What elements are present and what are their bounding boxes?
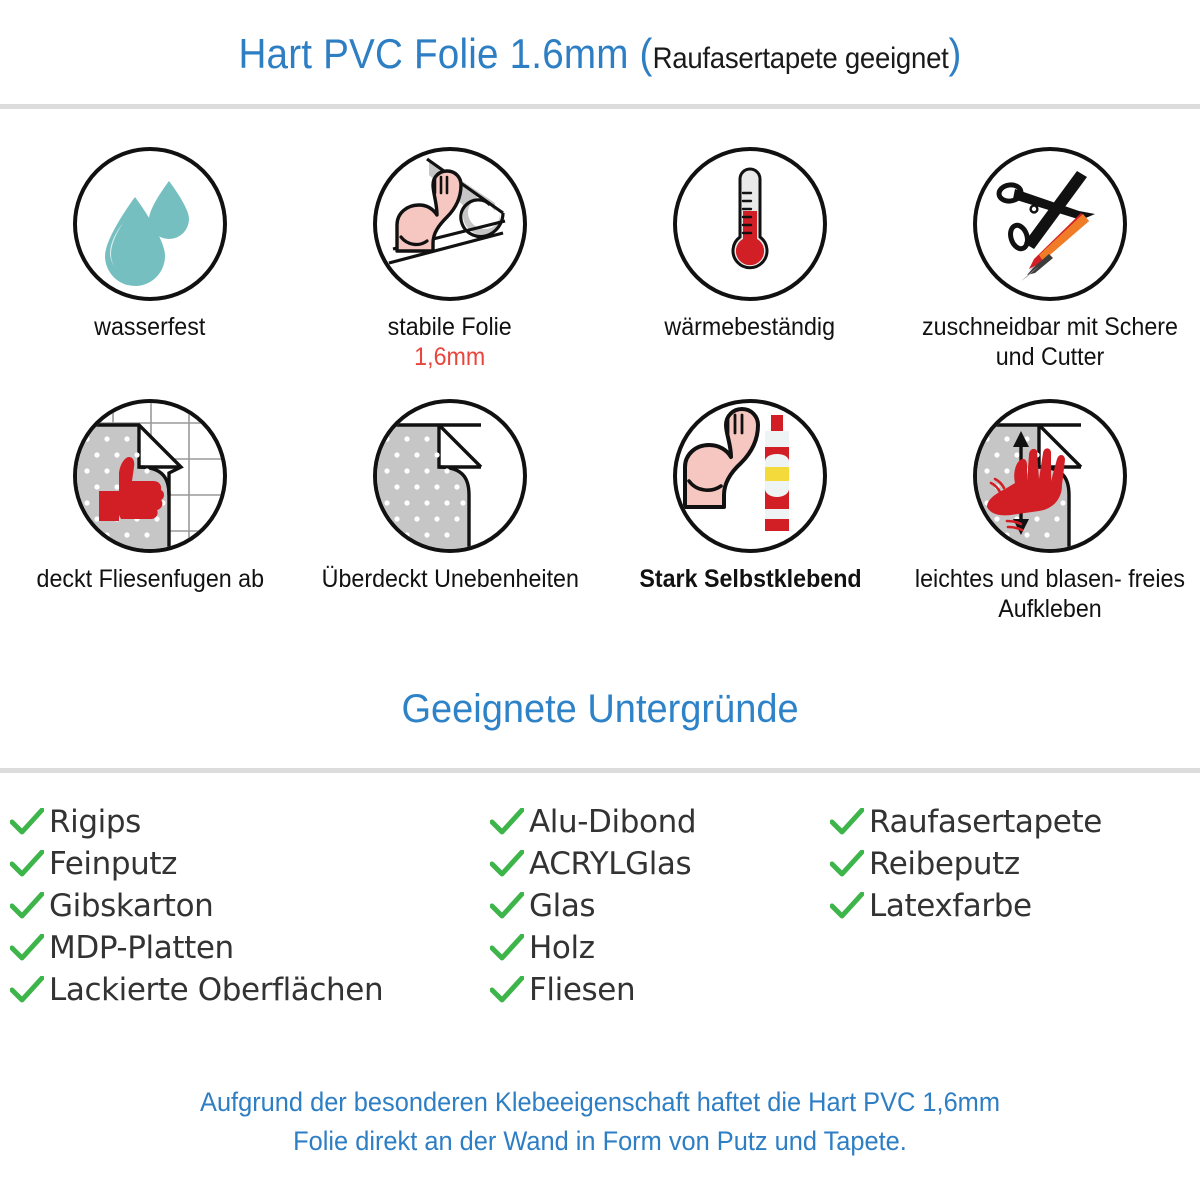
check-icon — [5, 976, 49, 1004]
check-icon — [825, 892, 869, 920]
section-title: Geeignete Untergründe — [401, 687, 799, 731]
list-item-label: Alu-Dibond — [529, 804, 697, 840]
strong-arm-glue-icon — [673, 399, 827, 553]
list-item: Holz — [485, 927, 825, 969]
check-icon — [485, 892, 529, 920]
list-item: Raufasertapete — [825, 801, 1200, 843]
check-icon — [5, 850, 49, 878]
title-paren-open: ( — [639, 30, 653, 77]
list-item-label: Rigips — [49, 804, 141, 840]
check-icon — [485, 976, 529, 1004]
title-paren-close: ) — [948, 30, 962, 77]
list-item: Alu-Dibond — [485, 801, 825, 843]
list-item: MDP-Platten — [5, 927, 485, 969]
thumbs-up-tile-icon — [73, 399, 227, 553]
feature-cell-stabile-folie: stabile Folie 1,6mm — [300, 147, 600, 399]
check-icon — [5, 892, 49, 920]
divider-top — [0, 104, 1200, 109]
title-sub-text: Raufasertapete geeignet — [652, 42, 949, 75]
check-icon — [485, 934, 529, 962]
page-title: Hart PVC Folie 1.6mm (Raufasertapete gee… — [238, 30, 961, 78]
check-icon — [5, 808, 49, 836]
list-item: Reibeputz — [825, 843, 1200, 885]
film-covering-icon — [373, 399, 527, 553]
check-icon — [825, 850, 869, 878]
list-item: Latexfarbe — [825, 885, 1200, 927]
list-item-label: Holz — [529, 930, 595, 966]
feature-label-text: stabile Folie — [387, 313, 513, 341]
feature-cell-aufkleben: leichtes und blasen- freies Aufkleben — [900, 399, 1200, 651]
checklist-column-1: Rigips Feinputz Gibskarton MDP-Platten — [5, 801, 485, 1011]
suitable-surfaces-checklist: Rigips Feinputz Gibskarton MDP-Platten — [0, 773, 1200, 1011]
feature-cell-unebenheiten: Überdeckt Unebenheiten — [300, 399, 600, 651]
feature-label-zuschneidbar: zuschneidbar mit Schere und Cutter — [911, 313, 1190, 372]
checklist-column-2: Alu-Dibond ACRYLGlas Glas Holz — [485, 801, 825, 1011]
list-item-label: Glas — [529, 888, 596, 924]
feature-label-waermebestaendig: wärmebeständig — [665, 313, 836, 343]
list-item: ACRYLGlas — [485, 843, 825, 885]
check-icon — [5, 934, 49, 962]
list-item-label: Reibeputz — [869, 846, 1020, 882]
feature-label-selbstklebend: Stark Selbstklebend — [639, 565, 861, 595]
feature-icon-grid: wasserfest — [0, 109, 1200, 651]
feature-sublabel-thickness: 1,6mm — [414, 342, 486, 371]
list-item: Gibskarton — [5, 885, 485, 927]
footer-note: Aufgrund der besonderen Klebeeigenschaft… — [36, 1083, 1164, 1160]
list-item-label: Feinputz — [49, 846, 178, 882]
list-item: Glas — [485, 885, 825, 927]
list-item-label: Raufasertapete — [869, 804, 1102, 840]
feature-label-fliesenfugen: deckt Fliesenfugen ab — [36, 565, 263, 595]
strong-arm-film-icon — [373, 147, 527, 301]
list-item-label: Fliesen — [529, 972, 636, 1008]
list-item-label: Latexfarbe — [869, 888, 1032, 924]
divider-middle — [0, 768, 1200, 773]
water-drops-icon — [73, 147, 227, 301]
feature-label-text: Überdeckt Unebenheiten — [321, 565, 579, 593]
check-icon — [485, 850, 529, 878]
feature-label-unebenheiten: Überdeckt Unebenheiten — [321, 565, 578, 595]
header: Hart PVC Folie 1.6mm (Raufasertapete gee… — [0, 0, 1200, 104]
feature-label-text: deckt Fliesenfugen ab — [36, 565, 264, 593]
feature-cell-wasserfest: wasserfest — [0, 147, 300, 399]
list-item-label: MDP-Platten — [49, 930, 234, 966]
feature-label-aufkleben: leichtes und blasen- freies Aufkleben — [911, 565, 1190, 624]
feature-label-wasserfest: wasserfest — [94, 313, 205, 343]
list-item-label: Lackierte Oberflächen — [49, 972, 384, 1008]
feature-label-text: wasserfest — [94, 313, 206, 341]
check-icon — [485, 808, 529, 836]
title-main-text: Hart PVC Folie 1.6mm — [238, 30, 629, 77]
scissors-cutter-icon — [973, 147, 1127, 301]
feature-cell-fliesenfugen: deckt Fliesenfugen ab — [0, 399, 300, 651]
check-icon — [825, 808, 869, 836]
feature-label-text: wärmebeständig — [664, 313, 836, 341]
feature-cell-selbstklebend: Stark Selbstklebend — [600, 399, 900, 651]
hand-smoothing-icon — [973, 399, 1127, 553]
feature-cell-zuschneidbar: zuschneidbar mit Schere und Cutter — [900, 147, 1200, 399]
list-item: Lackierte Oberflächen — [5, 969, 485, 1011]
checklist-column-3: Raufasertapete Reibeputz Latexfarbe — [825, 801, 1200, 1011]
feature-label-text: leichtes und blasen- freies Aufkleben — [914, 565, 1186, 623]
feature-label-text: Stark Selbstklebend — [638, 565, 862, 593]
feature-cell-waermebestaendig: wärmebeständig — [600, 147, 900, 399]
list-item: Rigips — [5, 801, 485, 843]
feature-label-stabile-folie: stabile Folie 1,6mm — [388, 313, 512, 372]
list-item: Feinputz — [5, 843, 485, 885]
feature-label-text: zuschneidbar mit Schere und Cutter — [922, 313, 1178, 371]
footer-line-2: Folie direkt an der Wand in Form von Put… — [293, 1125, 907, 1156]
footer-line-1: Aufgrund der besonderen Klebeeigenschaft… — [200, 1087, 1000, 1118]
list-item-label: Gibskarton — [49, 888, 214, 924]
thermometer-icon — [673, 147, 827, 301]
section-header: Geeignete Untergründe — [0, 651, 1200, 768]
list-item: Fliesen — [485, 969, 825, 1011]
list-item-label: ACRYLGlas — [529, 846, 692, 882]
